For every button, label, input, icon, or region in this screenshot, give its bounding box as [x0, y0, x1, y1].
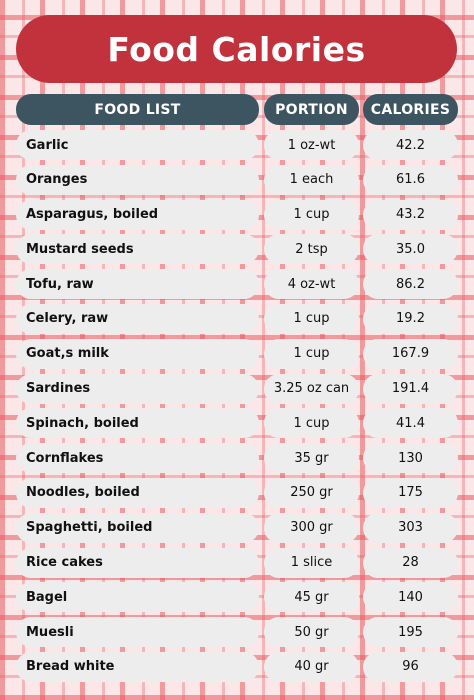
calories-cell: 42.2: [363, 130, 458, 160]
table-row: Spinach, boiled 1 cup 41.4: [0, 406, 474, 441]
table-row: Oranges 1 each 61.6: [0, 163, 474, 198]
food-name-cell: Celery, raw: [16, 303, 259, 334]
table-row: Muesli 50 gr 195: [0, 615, 474, 650]
calories-cell: 43.2: [363, 199, 458, 230]
calories-cell: 41.4: [363, 408, 458, 439]
portion-cell: 1 oz-wt: [264, 130, 359, 160]
calories-cell: 175: [363, 477, 458, 508]
portion-cell: 45 gr: [264, 582, 359, 613]
food-name-cell: Bread white: [16, 651, 259, 682]
food-name-cell: Noodles, boiled: [16, 477, 259, 508]
table-row: Cornflakes 35 gr 130: [0, 441, 474, 476]
portion-cell: 1 cup: [264, 338, 359, 369]
food-table: Garlic 1 oz-wt 42.2 Oranges 1 each 61.6 Aspara…: [0, 128, 474, 685]
portion-cell: 1 cup: [264, 199, 359, 230]
calories-cell: 35.0: [363, 234, 458, 265]
calories-cell: 303: [363, 512, 458, 543]
calories-cell: 140: [363, 582, 458, 613]
portion-cell: 1 slice: [264, 547, 359, 578]
portion-cell: 3.25 oz can: [264, 373, 359, 404]
table-row: Bagel 45 gr 140: [0, 580, 474, 615]
calories-cell: 86.2: [363, 269, 458, 300]
calories-cell: 61.6: [363, 164, 458, 195]
header-portion: PORTION: [264, 94, 359, 125]
calories-cell: 195: [363, 617, 458, 648]
calories-cell: 28: [363, 547, 458, 578]
portion-cell: 1 cup: [264, 303, 359, 334]
table-row: Sardines 3.25 oz can 191.4: [0, 372, 474, 407]
food-name-cell: Spinach, boiled: [16, 408, 259, 439]
title-banner: Food Calories: [16, 15, 457, 83]
table-row: Goat,s milk 1 cup 167.9: [0, 337, 474, 372]
table-row: Noodles, boiled 250 gr 175: [0, 476, 474, 511]
food-name-cell: Spaghetti, boiled: [16, 512, 259, 543]
food-name-cell: Garlic: [16, 130, 259, 160]
table-row: Spaghetti, boiled 300 gr 303: [0, 511, 474, 546]
food-name-cell: Mustard seeds: [16, 234, 259, 265]
portion-cell: 1 cup: [264, 408, 359, 439]
calories-cell: 19.2: [363, 303, 458, 334]
food-name-cell: Bagel: [16, 582, 259, 613]
page-title: Food Calories: [107, 29, 366, 69]
food-name-cell: Goat,s milk: [16, 338, 259, 369]
calories-cell: 130: [363, 443, 458, 474]
food-name-cell: Asparagus, boiled: [16, 199, 259, 230]
header-calories: CALORIES: [363, 94, 458, 125]
table-row: Bread white 40 gr 96: [0, 650, 474, 685]
portion-cell: 50 gr: [264, 617, 359, 648]
table-row: Garlic 1 oz-wt 42.2: [0, 128, 474, 163]
table-row: Rice cakes 1 slice 28: [0, 546, 474, 581]
portion-cell: 1 each: [264, 164, 359, 195]
food-name-cell: Cornflakes: [16, 443, 259, 474]
table-row: Mustard seeds 2 tsp 35.0: [0, 232, 474, 267]
table-row: Asparagus, boiled 1 cup 43.2: [0, 198, 474, 233]
portion-cell: 4 oz-wt: [264, 269, 359, 300]
food-name-cell: Muesli: [16, 617, 259, 648]
portion-cell: 2 tsp: [264, 234, 359, 265]
food-name-cell: Tofu, raw: [16, 269, 259, 300]
header-food-list: FOOD LIST: [16, 94, 259, 125]
calories-cell: 96: [363, 651, 458, 682]
table-row: Celery, raw 1 cup 19.2: [0, 302, 474, 337]
food-name-cell: Sardines: [16, 373, 259, 404]
food-name-cell: Oranges: [16, 164, 259, 195]
calories-cell: 191.4: [363, 373, 458, 404]
portion-cell: 250 gr: [264, 477, 359, 508]
table-row: Tofu, raw 4 oz-wt 86.2: [0, 267, 474, 302]
portion-cell: 300 gr: [264, 512, 359, 543]
portion-cell: 35 gr: [264, 443, 359, 474]
portion-cell: 40 gr: [264, 651, 359, 682]
food-name-cell: Rice cakes: [16, 547, 259, 578]
calories-cell: 167.9: [363, 338, 458, 369]
